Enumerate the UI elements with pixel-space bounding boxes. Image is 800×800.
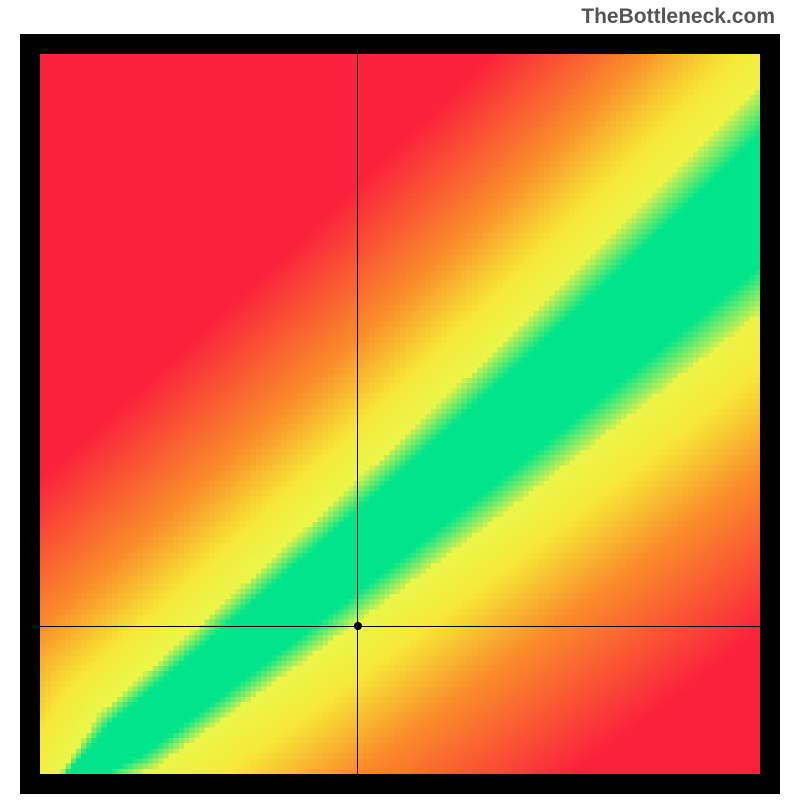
crosshair-marker: [354, 622, 362, 630]
crosshair-vertical: [357, 54, 358, 774]
crosshair-horizontal: [40, 626, 760, 627]
watermark-text: TheBottleneck.com: [581, 5, 775, 29]
heatmap-plot: [40, 54, 760, 774]
heatmap-canvas: [40, 54, 760, 774]
root-container: TheBottleneck.com: [0, 0, 800, 800]
